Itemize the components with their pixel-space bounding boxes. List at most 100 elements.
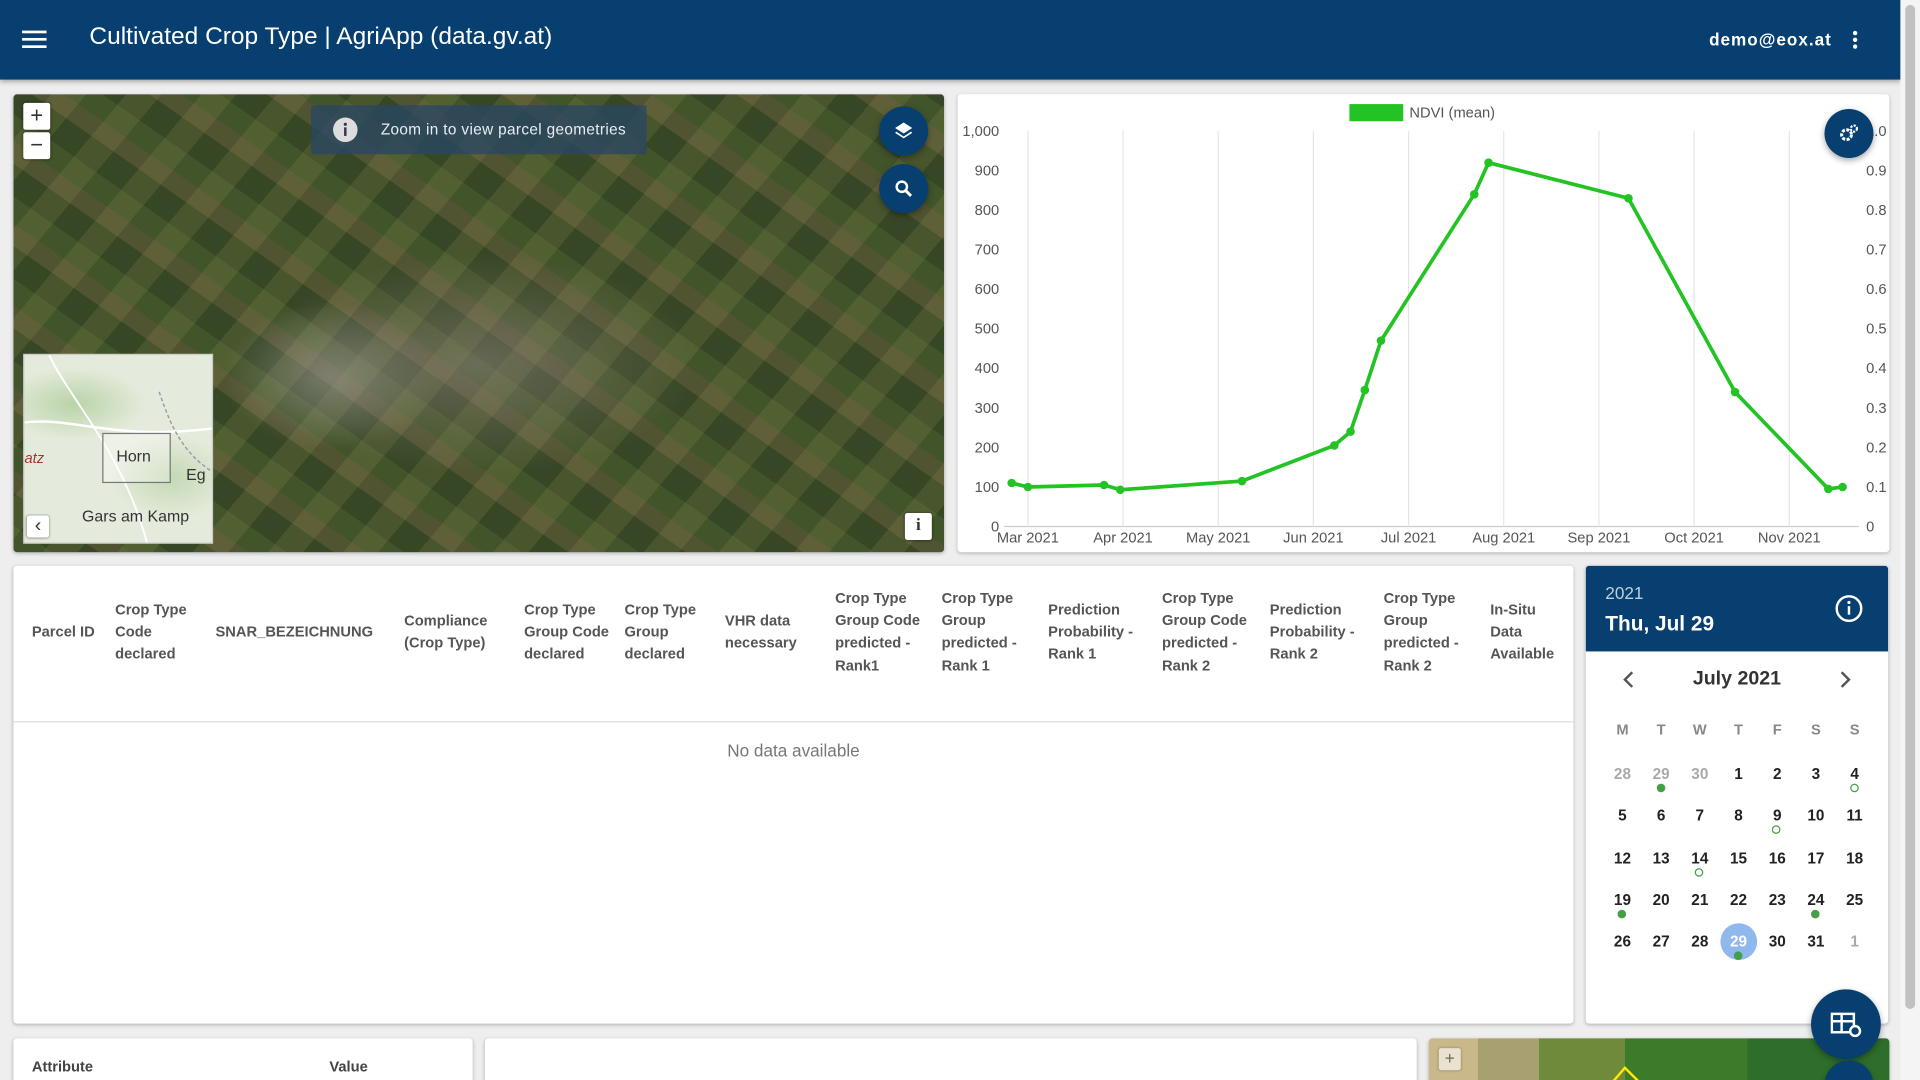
- app-title: Cultivated Crop Type | AgriApp (data.gv.…: [89, 23, 553, 51]
- mini-zoom-in[interactable]: +: [1438, 1048, 1461, 1071]
- data-point: [1237, 476, 1247, 486]
- calendar-day[interactable]: 13: [1652, 849, 1670, 867]
- weekday-label: S: [1811, 721, 1821, 739]
- header-divider: [13, 721, 1574, 723]
- column-header[interactable]: Prediction Probability - Rank 2: [1269, 600, 1355, 663]
- table-settings-icon: [1830, 1012, 1861, 1037]
- picker-month[interactable]: July 2021: [1692, 668, 1782, 690]
- notice-text: Zoom in to view parcel geometries: [380, 121, 627, 139]
- overview-map[interactable]: Horn Gars am Kamp Eg atz ‹: [23, 353, 214, 544]
- calendar-day[interactable]: 20: [1652, 891, 1670, 909]
- calendar-day[interactable]: 23: [1768, 891, 1786, 909]
- next-month[interactable]: [1837, 670, 1854, 690]
- x-tick-label: Apr 2021: [1093, 530, 1153, 546]
- attribute-table: Attribute Value: [13, 1038, 473, 1080]
- zoom-in[interactable]: +: [23, 102, 51, 130]
- y-tick-label: 400: [975, 361, 1000, 377]
- calendar-day[interactable]: 28: [1691, 933, 1709, 951]
- calendar-day[interactable]: 26: [1613, 933, 1631, 951]
- calendar-day[interactable]: 10: [1807, 807, 1825, 825]
- data-line: [1011, 160, 1843, 492]
- layers-icon: [895, 122, 913, 139]
- calendar-day[interactable]: 12: [1613, 849, 1631, 867]
- prev-month[interactable]: [1620, 670, 1637, 690]
- y2-tick-label: 0.1: [1866, 480, 1886, 496]
- y-tick-label: 300: [975, 401, 1000, 417]
- search-button[interactable]: [879, 164, 929, 214]
- data-point: [1824, 484, 1833, 494]
- calendar-day[interactable]: 15: [1730, 849, 1748, 867]
- column-header[interactable]: In-Situ Data Available: [1490, 600, 1555, 663]
- y-tick-label: 1,000: [962, 124, 999, 140]
- calendar-day[interactable]: 31: [1807, 933, 1825, 951]
- picker-year[interactable]: 2021: [1605, 582, 1644, 603]
- calendar-day[interactable]: 19: [1613, 891, 1631, 909]
- map[interactable]: + − Zoom in to view parcel geometries Ho…: [13, 94, 945, 553]
- column-header[interactable]: Crop Type Group Code declared: [524, 600, 609, 663]
- data-point: [1838, 482, 1847, 492]
- zoom-out[interactable]: −: [23, 132, 51, 160]
- calendar-day[interactable]: 17: [1807, 849, 1825, 867]
- user-email[interactable]: demo@eox.at: [1709, 29, 1832, 49]
- calendar-day[interactable]: 25: [1846, 891, 1864, 909]
- calendar-day[interactable]: 14: [1691, 849, 1709, 867]
- more-menu[interactable]: [1849, 29, 1861, 51]
- column-header[interactable]: Crop Type Group predicted - Rank 2: [1383, 589, 1459, 674]
- x-tick-label: May 2021: [1186, 530, 1251, 546]
- overview-collapse[interactable]: ‹: [26, 515, 49, 538]
- column-header[interactable]: Crop Type Group predicted - Rank 1: [941, 589, 1017, 674]
- scrollbar-thumb[interactable]: [1905, 4, 1916, 1009]
- calendar-day[interactable]: 11: [1846, 807, 1863, 825]
- chart-panel: Mar 2021 Apr 2021 May 2021 Jun 2021 Jul 2021…: [957, 94, 1890, 553]
- column-header[interactable]: Crop Type Group Code predicted - Rank1: [835, 589, 920, 674]
- calendar-day[interactable]: 27: [1652, 933, 1670, 951]
- mini-map[interactable]: +: [1428, 1038, 1890, 1080]
- date-picker: 2021 Thu, Jul 29 July 2021 M T W T F S S 28 29 30…: [1585, 565, 1889, 1024]
- calendar-day[interactable]: 18: [1846, 849, 1864, 867]
- event-dot: [1849, 783, 1859, 793]
- column-header[interactable]: Parcel ID: [31, 623, 95, 641]
- y2-tick-label: 0.8: [1866, 203, 1886, 219]
- y-tick-label: 900: [975, 163, 1000, 179]
- table-settings-button[interactable]: [1811, 989, 1881, 1060]
- column-header[interactable]: SNAR_BEZEICHNUNG: [215, 623, 374, 641]
- calendar-day[interactable]: 16: [1768, 849, 1786, 867]
- calendar-day[interactable]: 2: [1772, 765, 1782, 783]
- parcel-outline: [1612, 1065, 1639, 1080]
- attribute-header: Value: [329, 1057, 368, 1076]
- menu-button[interactable]: [22, 26, 49, 53]
- calendar-day[interactable]: 7: [1695, 807, 1705, 825]
- picker-info[interactable]: [1834, 594, 1863, 623]
- calendar-day[interactable]: 22: [1730, 891, 1748, 909]
- column-header[interactable]: Compliance (Crop Type): [404, 611, 488, 652]
- y2-tick-label: 0.9: [1866, 163, 1886, 179]
- attribution-button[interactable]: i: [904, 513, 932, 541]
- column-header[interactable]: Prediction Probability - Rank 1: [1048, 600, 1134, 663]
- layers-button[interactable]: [879, 106, 929, 156]
- chart-settings-button[interactable]: [1824, 108, 1874, 158]
- column-header[interactable]: Crop Type Group declared: [624, 600, 697, 663]
- column-header[interactable]: VHR data necessary: [724, 611, 797, 652]
- calendar-day[interactable]: 5: [1618, 807, 1627, 825]
- column-header[interactable]: Crop Type Code declared: [115, 600, 187, 663]
- overview-label: Eg: [186, 465, 206, 484]
- calendar-day[interactable]: 24: [1807, 891, 1825, 909]
- calendar-day[interactable]: 4: [1850, 765, 1859, 783]
- calendar-day[interactable]: 8: [1734, 807, 1743, 825]
- mini-layers-button[interactable]: [1824, 1060, 1874, 1080]
- calendar-day[interactable]: 3: [1811, 765, 1821, 783]
- weekday-label: W: [1692, 721, 1707, 739]
- y-tick-label: 100: [975, 480, 1000, 496]
- calendar-day[interactable]: 9: [1772, 807, 1782, 825]
- calendar-day[interactable]: 30: [1768, 933, 1786, 951]
- column-header[interactable]: Crop Type Group Code predicted - Rank 2: [1162, 589, 1247, 674]
- calendar-day[interactable]: 21: [1691, 891, 1709, 909]
- data-point: [1624, 193, 1633, 203]
- calendar-day[interactable]: 1: [1850, 933, 1859, 951]
- calendar-day[interactable]: 28: [1613, 765, 1631, 783]
- calendar-day[interactable]: 29: [1652, 765, 1670, 783]
- calendar-day[interactable]: 30: [1691, 765, 1709, 783]
- overview-label: atz: [24, 449, 45, 467]
- calendar-day[interactable]: 1: [1734, 765, 1743, 783]
- calendar-day[interactable]: 6: [1656, 807, 1666, 825]
